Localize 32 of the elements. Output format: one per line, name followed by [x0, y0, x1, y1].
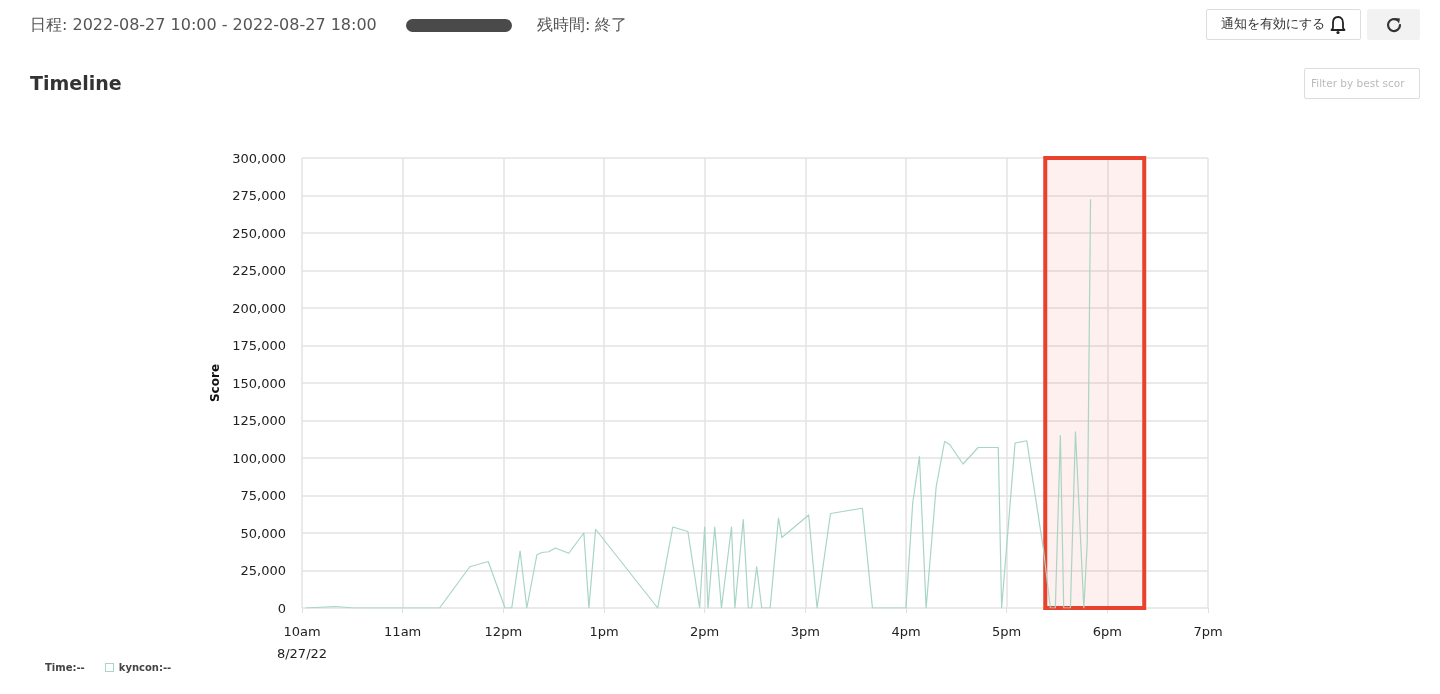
y-tick-label: 100,000 [232, 450, 286, 466]
y-tick-label: 25,000 [240, 563, 286, 578]
y-tick-label: 200,000 [232, 300, 286, 316]
y-tick-label: 50,000 [240, 525, 286, 541]
y-tick-label: 175,000 [232, 338, 286, 353]
legend-label: kyncon:-- [118, 662, 172, 673]
y-tick-label: 150,000 [232, 375, 286, 391]
y-tick-label: 275,000 [232, 188, 286, 203]
x-tick-label: 7pm [1193, 623, 1223, 639]
line-series [304, 198, 1092, 609]
y-tick-label: 300,000 [232, 150, 286, 166]
text: 通知を有効にする [1221, 16, 1325, 33]
x-tick-label: 4pm [891, 623, 921, 639]
x-tick-label: 11am [384, 623, 422, 639]
y-tick-label: 75,000 [240, 488, 286, 503]
text: 残時間: 終了 [537, 15, 628, 36]
x-tick-label: 12pm [484, 623, 523, 639]
x-tick-label: 2pm [690, 623, 720, 639]
text: Filter by best scor [1304, 68, 1420, 99]
y-tick-label: 250,000 [232, 225, 286, 241]
x-tick-label: 3pm [790, 623, 820, 639]
x-tick-label: 5pm [992, 623, 1022, 639]
y-tick-label: 125,000 [232, 413, 286, 428]
x-tick-label: 10am 8/27/22 [276, 623, 328, 661]
y-axis-title: Score [208, 363, 223, 403]
text: Time:-- [45, 662, 85, 673]
y-tick-label: 0 [277, 600, 286, 616]
text: 日程: 2022-08-27 10:00 - 2022-08-27 18:00 [30, 15, 377, 36]
text: Timeline [30, 72, 122, 94]
x-tick-label: 1pm [589, 623, 619, 639]
y-tick-label: 225,000 [232, 263, 286, 278]
x-tick-label: 6pm [1092, 623, 1122, 639]
